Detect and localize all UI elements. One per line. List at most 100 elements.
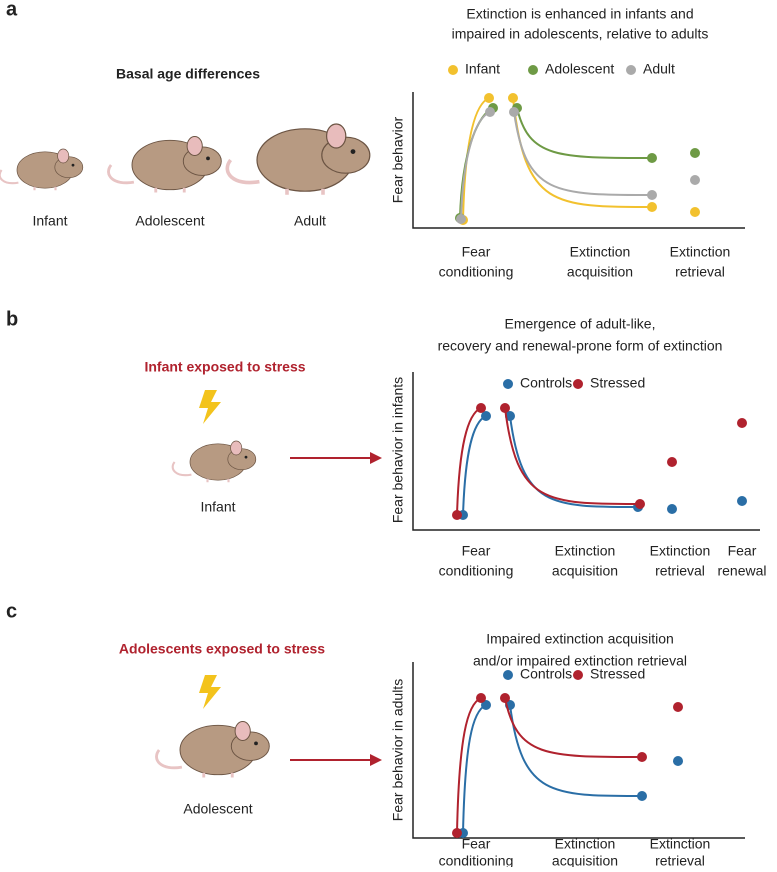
- data-point: [484, 93, 494, 103]
- data-point: [452, 510, 462, 520]
- data-point: [737, 496, 747, 506]
- legend-label: Controls: [520, 666, 572, 682]
- data-point: [508, 93, 518, 103]
- curve-conditioning: [460, 111, 491, 220]
- mouse-tail: [225, 158, 260, 185]
- legend-label: Stressed: [590, 375, 645, 391]
- legend-dot: [528, 65, 538, 75]
- curve-extinction: [509, 415, 639, 508]
- curve-extinction: [504, 407, 641, 505]
- mouse-icon: [107, 136, 222, 193]
- curve-extinction: [513, 111, 653, 196]
- phase-label: acquisition: [552, 563, 618, 579]
- data-point: [647, 202, 657, 212]
- mouse-ear: [57, 148, 70, 164]
- data-point: [737, 418, 747, 428]
- panel-label: a: [6, 0, 18, 20]
- data-point: [667, 504, 677, 514]
- data-point: [690, 207, 700, 217]
- mouse-label: Adult: [294, 213, 326, 229]
- phase-label: retrieval: [655, 563, 705, 579]
- data-point: [456, 214, 466, 224]
- data-point: [690, 175, 700, 185]
- y-axis-label: Fear behavior: [390, 116, 406, 203]
- data-point: [690, 148, 700, 158]
- curve-conditioning: [456, 407, 482, 516]
- curve-conditioning: [462, 415, 487, 516]
- phase-label: renewal: [717, 563, 766, 579]
- data-point: [500, 693, 510, 703]
- data-point: [481, 411, 491, 421]
- data-point: [500, 403, 510, 413]
- legend-dot: [503, 670, 513, 680]
- mouse-eye: [206, 156, 210, 161]
- mouse-tail: [0, 169, 19, 185]
- curve-extinction: [509, 704, 643, 797]
- curve-extinction: [516, 107, 653, 159]
- mouse-icon: [171, 440, 257, 483]
- left-title: Adolescents exposed to stress: [119, 641, 325, 657]
- y-axis-label: Fear behavior in infants: [390, 377, 406, 523]
- data-point: [476, 403, 486, 413]
- legend-label: Adolescent: [545, 61, 614, 77]
- phase-label: conditioning: [439, 264, 514, 280]
- curve-extinction: [504, 697, 643, 758]
- data-point: [667, 457, 677, 467]
- arrow-head: [370, 452, 382, 464]
- left-title: Infant exposed to stress: [144, 359, 305, 375]
- mouse-feet: [202, 772, 234, 778]
- lightning: [199, 390, 221, 424]
- lightning: [199, 675, 221, 709]
- legend-dot: [503, 379, 513, 389]
- data-point: [647, 153, 657, 163]
- phase-label: acquisition: [567, 264, 633, 280]
- data-point: [485, 107, 495, 117]
- phase-label: Extinction: [555, 543, 616, 559]
- curve-extinction: [512, 97, 653, 208]
- mouse-label: Infant: [32, 213, 67, 229]
- phase-label: Extinction: [650, 836, 711, 852]
- data-point: [637, 752, 647, 762]
- axes: [412, 372, 760, 531]
- curve-conditioning: [462, 97, 490, 221]
- curve-conditioning: [462, 704, 487, 834]
- phase-label: Extinction: [670, 244, 731, 260]
- phase-label: Fear: [728, 543, 757, 559]
- mouse-eye: [244, 455, 248, 459]
- mouse-icon: [0, 148, 84, 191]
- y-axis-label: Fear behavior in adults: [390, 679, 406, 821]
- legend-label: Adult: [643, 61, 675, 77]
- chart-title: impaired in adolescents, relative to adu…: [452, 26, 709, 42]
- data-point: [505, 411, 515, 421]
- mouse-icon: [155, 721, 270, 778]
- data-point: [647, 190, 657, 200]
- mouse-feet: [285, 188, 325, 195]
- curve-conditioning: [456, 697, 482, 834]
- phase-label: acquisition: [552, 853, 618, 867]
- mouse-tail: [107, 164, 135, 185]
- phase-label: Fear: [462, 244, 491, 260]
- phase-label: Fear: [462, 543, 491, 559]
- mouse-label: Adolescent: [183, 801, 252, 817]
- mouse-feet: [154, 187, 186, 193]
- axes: [412, 662, 745, 839]
- mouse-eye: [71, 163, 75, 167]
- arrow-head: [370, 754, 382, 766]
- legend-dot: [573, 379, 583, 389]
- data-point: [452, 828, 462, 838]
- chart-title: Extinction is enhanced in infants and: [466, 6, 693, 22]
- legend-label: Stressed: [590, 666, 645, 682]
- phase-label: Fear: [462, 836, 491, 852]
- left-title: Basal age differences: [116, 66, 260, 82]
- data-point: [673, 756, 683, 766]
- mouse-eye: [350, 149, 356, 154]
- legend-dot: [573, 670, 583, 680]
- phase-label: Extinction: [650, 543, 711, 559]
- legend-label: Controls: [520, 375, 572, 391]
- mouse-label: Adolescent: [135, 213, 204, 229]
- mouse-icon: [225, 123, 371, 195]
- phase-label: conditioning: [439, 563, 514, 579]
- phase-label: retrieval: [675, 264, 725, 280]
- mouse-ear: [230, 440, 243, 456]
